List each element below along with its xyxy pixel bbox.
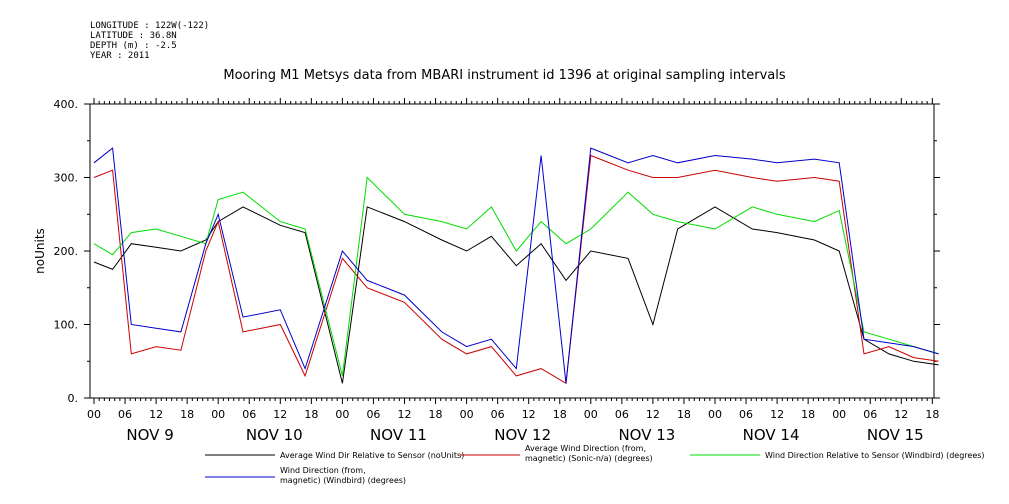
legend-label-2: Average Wind Direction (from, [525, 444, 646, 453]
year-label: YEAR : 2011 [90, 51, 150, 61]
day-label: NOV 14 [743, 426, 800, 444]
x-tick-label: 06 [366, 408, 380, 421]
day-label: NOV 15 [867, 426, 924, 444]
x-tick-label: 12 [894, 408, 908, 421]
x-tick-label: 06 [491, 408, 505, 421]
chart-title: Mooring M1 Metsys data from MBARI instru… [223, 68, 786, 83]
x-tick-label: 00 [211, 408, 225, 421]
day-label: NOV 12 [494, 426, 551, 444]
x-tick-label: 00 [335, 408, 349, 421]
x-tick-label: 06 [118, 408, 132, 421]
plot-frame [89, 103, 935, 399]
longitude-label: LONGITUDE : 122W(-122) [90, 21, 210, 31]
x-tick-label: 06 [863, 408, 877, 421]
x-tick-label: 18 [801, 408, 815, 421]
x-tick-label: 00 [460, 408, 474, 421]
x-tick-label: 12 [149, 408, 163, 421]
y-tick-label: 100. [54, 319, 79, 332]
x-tick-label: 18 [677, 408, 691, 421]
x-tick-label: 00 [708, 408, 722, 421]
x-tick-label: 00 [832, 408, 846, 421]
x-tick-label: 18 [304, 408, 318, 421]
series-line-4 [93, 147, 939, 384]
series-line-3 [93, 176, 939, 377]
x-tick-label: 06 [242, 408, 256, 421]
legend-label-3: Wind Direction Relative to Sensor (Windb… [765, 451, 985, 460]
day-label: NOV 11 [370, 426, 427, 444]
x-tick-label: 00 [87, 408, 101, 421]
y-tick-label: 400. [54, 98, 79, 111]
depth-label: DEPTH (m) : -2.5 [90, 41, 177, 51]
y-tick-label: 200. [54, 245, 79, 258]
x-tick-label: 18 [553, 408, 567, 421]
x-tick-label: 12 [522, 408, 536, 421]
x-tick-label: 18 [180, 408, 194, 421]
x-tick-label: 12 [273, 408, 287, 421]
legend-label-2-line2: magnetic) (Sonic-n/a) (degrees) [525, 454, 653, 463]
legend-label-4: Wind Direction (from, [280, 466, 366, 475]
x-tick-label: 06 [739, 408, 753, 421]
x-tick-label: 12 [770, 408, 784, 421]
y-axis-label: noUnits [33, 228, 47, 274]
day-label: NOV 10 [246, 426, 303, 444]
x-tick-label: 06 [615, 408, 629, 421]
legend-label-4-line2: magnetic) (Windbird) (degrees) [280, 476, 406, 485]
day-label: NOV 9 [126, 426, 173, 444]
x-tick-label: 12 [398, 408, 412, 421]
metadata-block: LONGITUDE : 122W(-122) LATITUDE : 36.8N … [90, 21, 209, 61]
day-label: NOV 13 [618, 426, 675, 444]
series-line-2 [93, 154, 939, 385]
x-tick-label: 12 [646, 408, 660, 421]
x-tick-label: 00 [584, 408, 598, 421]
y-tick-label: 0. [68, 392, 79, 405]
latitude-label: LATITUDE : 36.8N [90, 31, 177, 41]
legend-label-1: Average Wind Dir Relative to Sensor (noU… [280, 451, 464, 460]
y-tick-label: 300. [54, 172, 79, 185]
x-tick-label: 18 [925, 408, 939, 421]
x-tick-label: 18 [429, 408, 443, 421]
